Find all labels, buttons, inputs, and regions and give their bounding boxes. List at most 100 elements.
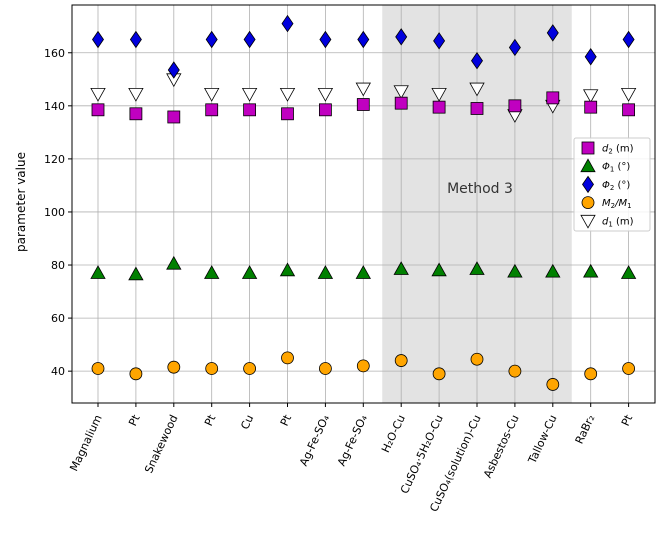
point-diamond — [508, 38, 521, 57]
point-triangle-up — [469, 261, 485, 275]
point-triangle-up — [90, 265, 106, 279]
data-marks — [90, 14, 637, 391]
legend-label: d1 (m) — [602, 216, 634, 228]
point-triangle-down — [620, 87, 637, 102]
x-tick-label: Magnalium — [67, 413, 104, 474]
legend-label: Φ2 (°) — [602, 180, 630, 192]
point-circle — [622, 362, 635, 375]
point-square — [318, 103, 332, 117]
y-axis-label: parameter value — [14, 152, 28, 252]
point-triangle-up — [583, 263, 599, 278]
x-tick-label: Tallow-Cu — [525, 413, 559, 467]
legend-marker-circle — [581, 196, 595, 210]
x-tick-label: Pt — [126, 412, 143, 428]
legend-marker-diamond — [582, 175, 594, 194]
point-square — [205, 103, 219, 117]
x-tick-label: Ag-Fe-SO₄ — [297, 412, 332, 468]
point-triangle-down — [393, 85, 409, 100]
point-diamond — [281, 14, 294, 33]
method-3-label: Method 3 — [447, 181, 513, 197]
y-tick-label: 160 — [44, 47, 65, 60]
point-circle — [508, 364, 522, 378]
point-triangle-up — [355, 265, 371, 279]
point-circle — [91, 362, 105, 375]
point-diamond — [243, 30, 256, 49]
point-circle — [129, 367, 143, 381]
point-square — [546, 91, 560, 105]
point-diamond — [357, 30, 370, 49]
point-triangle-down — [128, 87, 144, 102]
legend-label: Φ1 (°) — [602, 162, 630, 174]
x-tick-label: Pt — [278, 412, 295, 428]
point-triangle-down — [279, 87, 296, 102]
point-triangle-up — [545, 263, 561, 278]
point-diamond — [433, 32, 446, 50]
x-tick-label: Cu — [238, 413, 256, 432]
legend-marker-triangle-up — [580, 158, 596, 173]
point-triangle-down — [583, 89, 599, 104]
y-tick-label: 140 — [44, 100, 65, 113]
point-square — [129, 107, 143, 121]
point-diamond — [167, 61, 180, 79]
point-circle — [281, 351, 294, 365]
point-triangle-down — [204, 87, 220, 102]
y-tick-label: 120 — [44, 153, 65, 166]
x-tick-label: Pt — [619, 412, 636, 428]
point-triangle-up — [620, 265, 637, 279]
point-triangle-up — [507, 263, 523, 278]
legend-label: d2 (m) — [602, 144, 634, 156]
point-triangle-up — [393, 261, 409, 275]
point-circle — [205, 362, 219, 375]
legend-marker-triangle-down — [580, 214, 596, 229]
x-tick-label: Ag-Fe-SO₄ — [335, 412, 370, 468]
point-square — [432, 100, 446, 114]
point-square — [470, 102, 484, 115]
point-square — [508, 99, 522, 113]
point-circle — [318, 362, 332, 375]
point-circle — [546, 378, 560, 391]
x-tick-label: Asbestos-Cu — [481, 413, 522, 480]
point-diamond — [471, 52, 483, 70]
point-diamond — [319, 30, 332, 49]
point-circle — [584, 367, 598, 381]
point-circle — [394, 354, 408, 367]
point-square — [167, 110, 181, 124]
point-triangle-down — [355, 82, 371, 97]
point-triangle-down — [241, 87, 258, 102]
x-tick-label: H₂O-Cu — [379, 413, 408, 455]
legend-box — [573, 137, 651, 232]
point-square — [394, 96, 408, 110]
point-triangle-down — [317, 87, 334, 102]
x-tick-label: Snakewood — [142, 413, 180, 475]
point-square — [281, 107, 294, 121]
point-triangle-up — [204, 265, 220, 279]
point-square — [356, 98, 370, 111]
point-triangle-up — [279, 262, 296, 277]
x-tick-label: RaBr₂ — [573, 413, 598, 446]
point-triangle-up — [317, 265, 334, 279]
point-square — [622, 103, 635, 117]
point-triangle-down — [469, 82, 485, 97]
point-diamond — [129, 30, 142, 49]
point-square — [584, 100, 598, 114]
point-circle — [432, 367, 446, 381]
point-triangle-up — [166, 255, 182, 270]
legend-marker-square — [581, 141, 595, 155]
point-square — [243, 103, 257, 117]
point-triangle-up — [241, 265, 258, 279]
legend: d2 (m) Φ1 (°) Φ2 (°) M2/M1 d1 (m) — [573, 137, 651, 232]
point-triangle-down — [431, 87, 447, 102]
y-tick-label: 80 — [51, 259, 65, 272]
point-diamond — [395, 28, 408, 46]
y-tick-label: 40 — [51, 365, 65, 378]
point-diamond — [622, 30, 635, 49]
legend-label: M2/M1 — [602, 198, 632, 210]
point-circle — [356, 359, 370, 373]
point-triangle-down — [90, 87, 106, 102]
point-circle — [167, 360, 181, 374]
point-square — [91, 103, 105, 117]
point-diamond — [92, 30, 104, 49]
point-circle — [243, 362, 257, 375]
point-diamond — [584, 48, 597, 66]
point-circle — [470, 352, 484, 366]
